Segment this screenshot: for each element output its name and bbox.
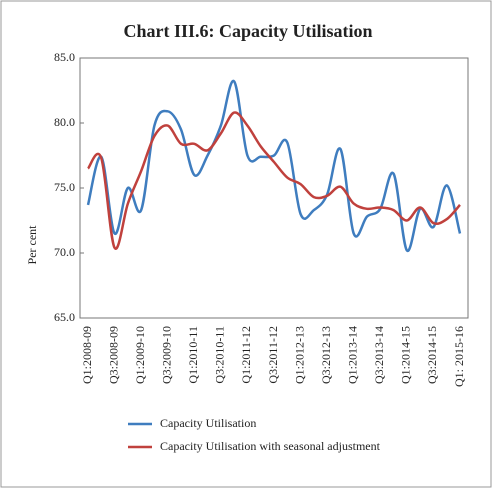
x-tick-label: Q3:2013-14 [372, 326, 386, 384]
x-tick-label: Q3:2011-12 [266, 326, 280, 384]
x-tick-label: Q1:2014-15 [399, 326, 413, 384]
y-tick-label: 80.0 [54, 115, 75, 129]
x-tick-label: Q1:2008-09 [80, 326, 94, 384]
legend-label: Capacity Utilisation with seasonal adjus… [160, 439, 381, 453]
x-tick-label: Q1: 2015-16 [452, 326, 466, 387]
y-tick-label: 85.0 [54, 50, 75, 64]
legend-label: Capacity Utilisation [160, 416, 256, 430]
series-line [86, 111, 461, 250]
x-tick-label: Q3:2009-10 [159, 326, 173, 384]
x-tick-label: Q3:2010-11 [213, 326, 227, 384]
series-line [86, 80, 462, 252]
y-tick-label: 65.0 [54, 310, 75, 324]
chart-title: Chart III.6: Capacity Utilisation [123, 21, 372, 41]
x-tick-label: Q1:2010-11 [186, 326, 200, 384]
y-tick-label: 75.0 [54, 180, 75, 194]
x-tick-label: Q3:2014-15 [425, 326, 439, 384]
x-tick-label: Q3:2012-13 [319, 326, 333, 384]
y-tick-label: 70.0 [54, 245, 75, 259]
x-tick-label: Q1:2011-12 [239, 326, 253, 384]
x-tick-label: Q1:2009-10 [133, 326, 147, 384]
y-axis-label: Per cent [25, 225, 39, 265]
x-tick-label: Q1:2013-14 [345, 326, 359, 384]
x-tick-label: Q3:2008-09 [106, 326, 120, 384]
x-tick-label: Q1:2012-13 [292, 326, 306, 384]
